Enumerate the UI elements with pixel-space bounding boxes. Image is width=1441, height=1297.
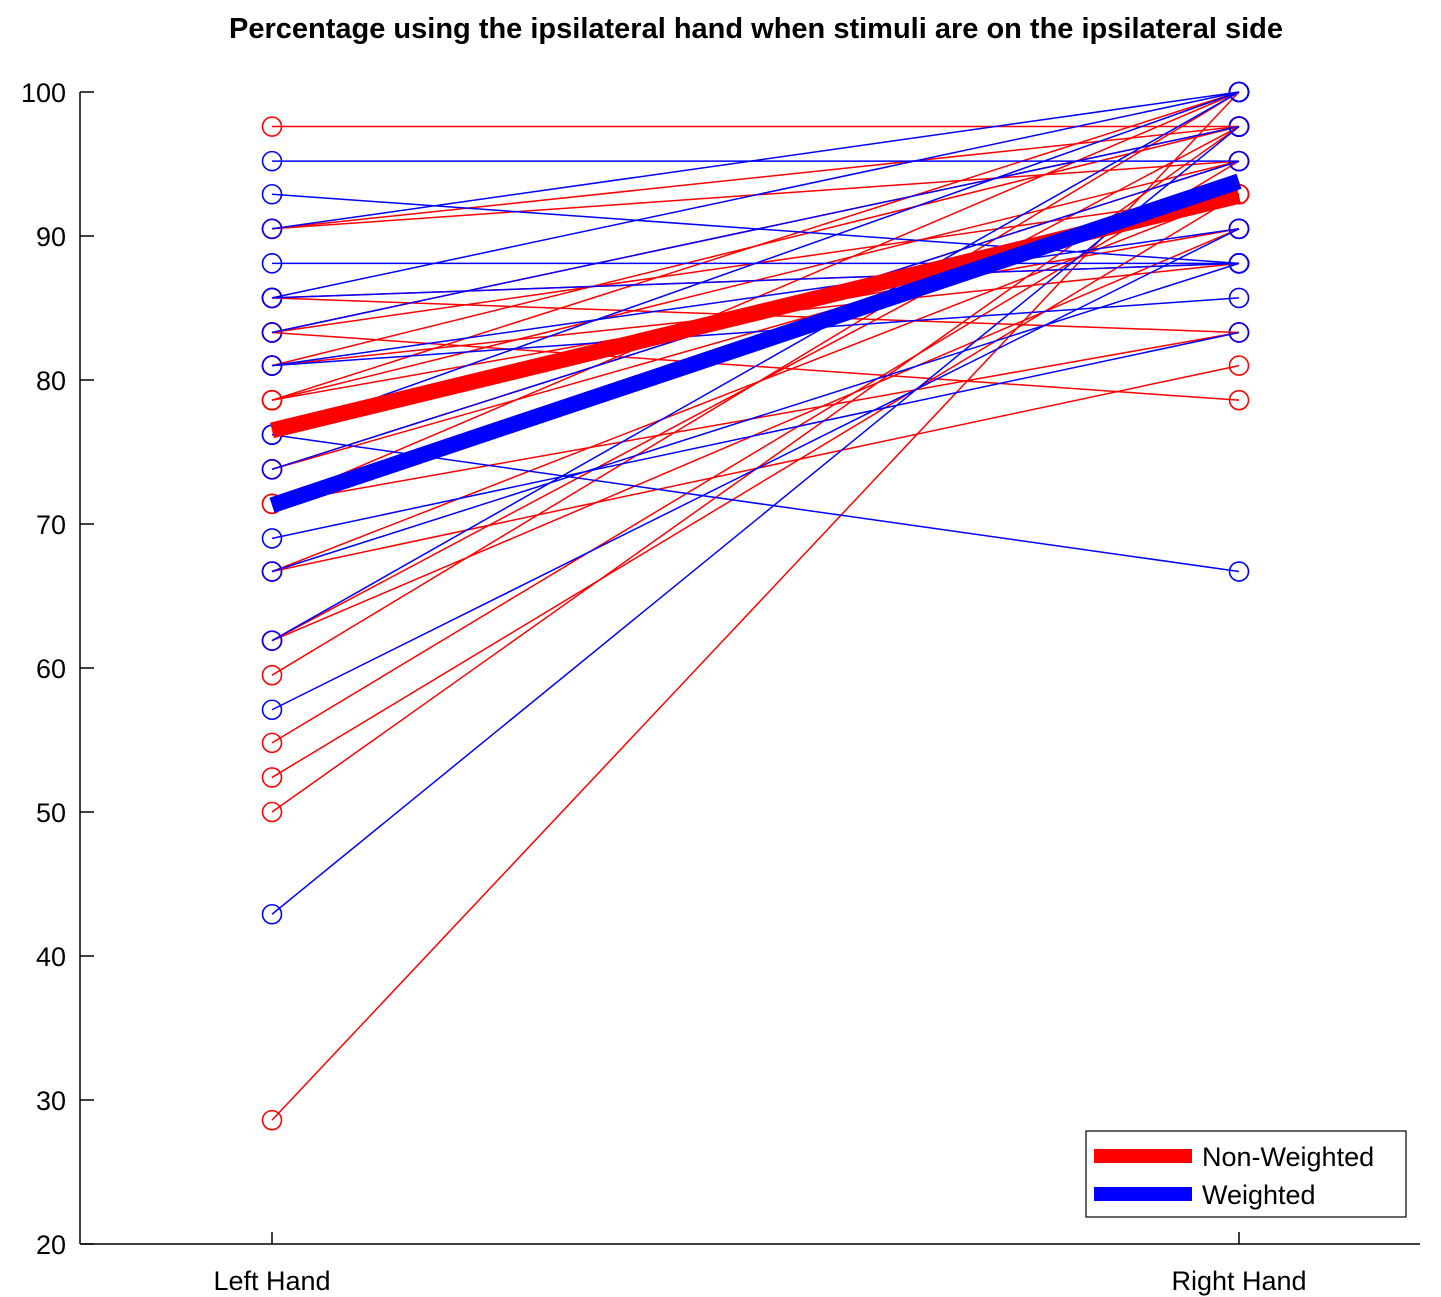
weighted-subject-point-13-0 — [261, 630, 283, 651]
weighted-subject-point-1-0 — [261, 183, 283, 205]
y-tick-label-30: 30 — [36, 1086, 66, 1116]
weighted-subject-line-11 — [271, 331, 1240, 540]
y-ticks: 20 30 40 50 60 70 80 90 100 — [21, 78, 94, 1260]
weighted-subject-point-10-1 — [1228, 150, 1250, 172]
weighted-subject-line-14 — [271, 228, 1240, 711]
weighted-subject-point-7-1 — [1228, 287, 1250, 309]
weighted-subject-point-11-1 — [1228, 322, 1250, 343]
weighted-subject-point-16-1 — [1228, 561, 1250, 582]
non_weighted-subject-line-10 — [271, 91, 1240, 401]
weighted-subject-point-11-0 — [261, 528, 283, 549]
weighted-subject-point-12-0 — [261, 561, 283, 582]
y-tick-label-50: 50 — [36, 798, 66, 828]
weighted-subject-line-15 — [271, 125, 1240, 915]
non_weighted-subject-point-25-1 — [1228, 389, 1250, 411]
non_weighted-subject-point-20-0 — [261, 664, 283, 686]
non_weighted-subject-point-0-0 — [261, 116, 283, 137]
non_weighted-subject-point-11-0 — [261, 389, 283, 411]
weighted-subject-line-8 — [271, 228, 1240, 367]
y-tick-label-40: 40 — [36, 942, 66, 972]
weighted-subject-line-9 — [271, 91, 1240, 436]
weighted-subject-point-14-0 — [261, 699, 283, 721]
non_weighted-subject-line-1 — [271, 125, 1240, 230]
subject-lines — [271, 91, 1240, 1121]
weighted-subject-line-13 — [271, 91, 1240, 642]
weighted-subject-point-2-0 — [261, 218, 283, 240]
weighted-subject-point-0-0 — [261, 150, 283, 172]
weighted-subject-point-15-0 — [261, 903, 283, 925]
legend: Non-Weighted Weighted — [1085, 1130, 1407, 1218]
x-tick-label-1: Right Hand — [1171, 1266, 1306, 1296]
x-axis: Left Hand Right Hand — [80, 1232, 1420, 1296]
non_weighted-subject-line-20 — [271, 91, 1240, 676]
non_weighted-subject-line-22 — [271, 193, 1240, 779]
x-ticks: Left Hand Right Hand — [213, 1232, 1307, 1296]
y-tick-label-60: 60 — [36, 654, 66, 684]
non_weighted-subject-point-16-1 — [1228, 355, 1250, 376]
weighted-subject-line-2 — [271, 91, 1240, 230]
y-tick-label-100: 100 — [21, 78, 66, 108]
x-tick-label-0: Left Hand — [213, 1266, 330, 1296]
weighted-subject-point-10-0 — [261, 458, 283, 480]
non_weighted-subject-point-21-0 — [261, 732, 283, 754]
weighted-subject-line-6 — [271, 125, 1240, 334]
weighted-subject-point-5-0 — [261, 287, 283, 309]
weighted-subject-line-12 — [271, 262, 1240, 573]
chart-title: Percentage using the ipsilateral hand wh… — [229, 13, 1283, 45]
y-tick-label-20: 20 — [36, 1230, 66, 1260]
mean-line-weighted — [269, 173, 1242, 513]
weighted-subject-point-6-0 — [261, 322, 283, 343]
y-tick-label-90: 90 — [36, 222, 66, 252]
weighted-subject-line-5 — [271, 262, 1240, 299]
weighted-subject-point-12-1 — [1228, 253, 1250, 274]
y-tick-label-70: 70 — [36, 510, 66, 540]
weighted-subject-point-15-1 — [1228, 116, 1250, 137]
y-tick-label-80: 80 — [36, 366, 66, 396]
weighted-subject-point-13-1 — [1228, 81, 1250, 103]
legend-label-weighted: Weighted — [1202, 1180, 1316, 1210]
legend-box — [1085, 1130, 1407, 1218]
y-axis: 20 30 40 50 60 70 80 90 100 — [21, 78, 94, 1260]
non_weighted-subject-point-23-0 — [261, 801, 283, 823]
weighted-subject-line-4 — [271, 91, 1240, 299]
mean-lines — [269, 173, 1242, 513]
subject-markers — [261, 81, 1250, 1131]
legend-label-non-weighted: Non-Weighted — [1202, 1142, 1374, 1172]
weighted-subject-point-14-1 — [1228, 218, 1250, 240]
weighted-subject-point-8-0 — [261, 355, 283, 376]
non_weighted-subject-point-24-0 — [261, 1109, 283, 1131]
weighted-subject-point-3-0 — [261, 253, 283, 274]
non_weighted-subject-point-22-0 — [261, 767, 283, 788]
